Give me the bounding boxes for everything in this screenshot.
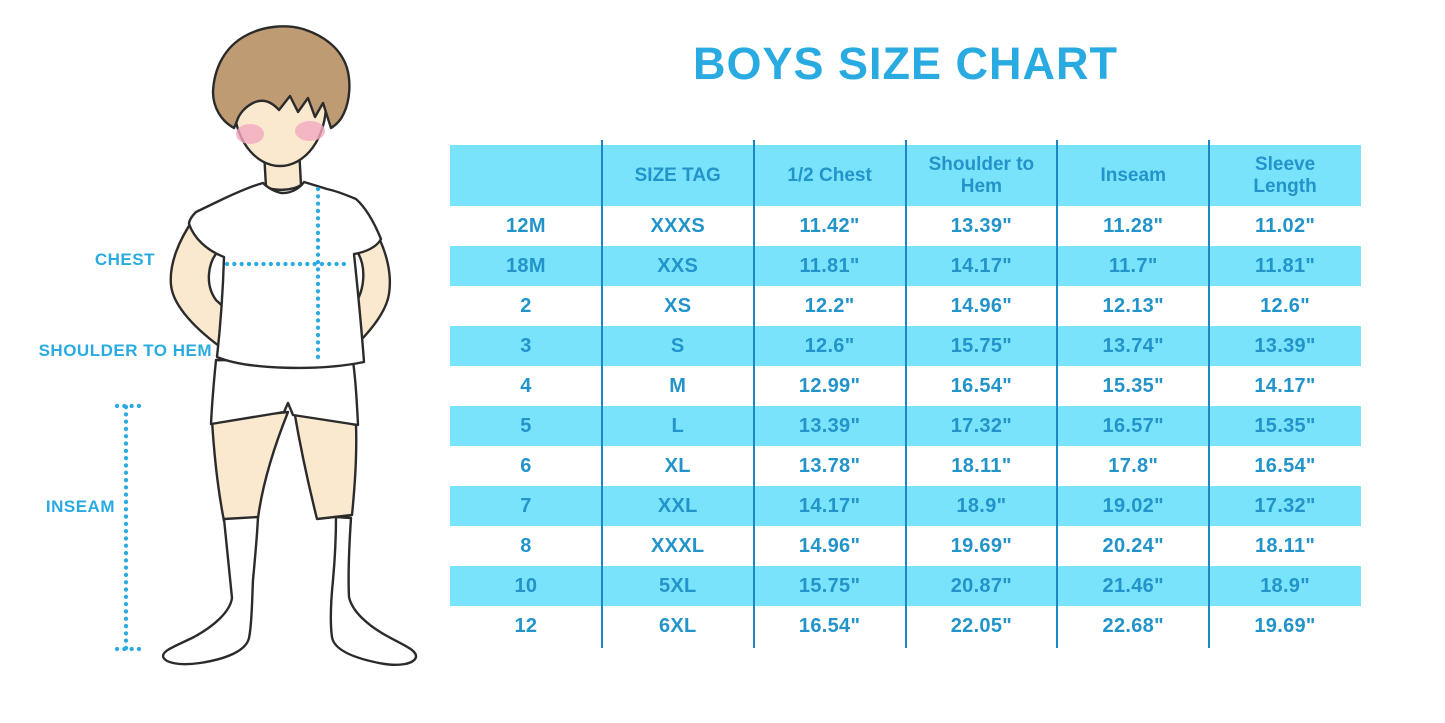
size-cell: 4 (520, 374, 532, 397)
shoulder-to-hem-label: SHOULDER TO HEM (38, 341, 212, 360)
value-cell: 11.81" (1254, 254, 1316, 277)
size-cell: 7 (520, 494, 532, 517)
boy-left-leg (210, 410, 290, 523)
value-cell: 16.57" (1102, 414, 1164, 437)
value-cell: 15.35" (1254, 414, 1316, 437)
value-cell: 17.32" (950, 414, 1013, 437)
boy-right-cheek (295, 121, 325, 141)
value-cell: 21.46" (1102, 574, 1164, 597)
value-cell: 17.32" (1254, 494, 1316, 517)
boy-illustration (114, 25, 418, 666)
value-cell: 11.81" (799, 254, 860, 277)
value-cell: 14.96" (950, 294, 1013, 317)
value-cell: 20.87" (950, 574, 1013, 597)
column-header: Shoulder to Hem (928, 154, 1035, 197)
size-cell: 10 (514, 574, 538, 597)
value-cell: 11.28" (1103, 214, 1164, 237)
value-cell: XXXL (651, 534, 705, 557)
size-cell: 2 (520, 294, 532, 317)
size-table: SIZE TAG 1/2 Chest Shoulder to Hem Inseam Sl… (450, 140, 1361, 648)
value-cell: 18.11" (951, 454, 1012, 477)
value-cell: 12.99" (798, 374, 861, 397)
value-cell: 12.6" (804, 334, 855, 357)
column-divider (1056, 140, 1059, 648)
value-cell: 12.13" (1102, 294, 1164, 317)
value-cell: 5XL (658, 574, 697, 597)
value-cell: 16.54" (1254, 454, 1316, 477)
value-cell: 18.11" (1254, 534, 1316, 557)
boy-left-sock (161, 515, 260, 666)
size-cell: 3 (520, 334, 532, 357)
value-cell: 15.75" (950, 334, 1013, 357)
column-divider (904, 140, 907, 648)
value-cell: XL (664, 454, 691, 477)
value-cell: 22.68" (1102, 614, 1164, 637)
value-cell: 11.42" (799, 214, 860, 237)
value-cell: M (669, 374, 687, 397)
inseam-label: INSEAM (45, 497, 115, 516)
value-cell: XXL (657, 494, 698, 517)
value-cell: 12.6" (1260, 294, 1311, 317)
size-cell: 12M (506, 214, 546, 237)
value-cell: 13.39" (950, 214, 1013, 237)
chest-label: CHEST (94, 250, 155, 269)
boy-hair (211, 25, 351, 130)
value-cell: 13.39" (1254, 334, 1316, 357)
boy-left-cheek (236, 124, 264, 144)
value-cell: 19.02" (1102, 494, 1164, 517)
boy-right-leg (292, 408, 358, 521)
page-title: BOYS SIZE CHART (692, 38, 1119, 89)
value-cell: 14.17" (1254, 374, 1316, 397)
column-header: 1/2 Chest (787, 164, 872, 186)
value-cell: 15.35" (1102, 374, 1164, 397)
value-cell: 14.17" (798, 494, 861, 517)
value-cell: XXXS (650, 214, 706, 237)
size-cell: 12 (514, 614, 538, 637)
boy-tshirt (187, 180, 383, 370)
column-header: Sleeve Length (1253, 154, 1317, 197)
column-header: Inseam (1100, 164, 1166, 186)
value-cell: 20.24" (1102, 534, 1164, 557)
boy-shorts (209, 358, 360, 427)
value-cell: 19.69" (1254, 614, 1316, 637)
value-cell: 14.17" (950, 254, 1013, 277)
column-divider (1208, 140, 1211, 648)
size-column-header (450, 145, 602, 206)
value-cell: 16.54" (798, 614, 861, 637)
value-cell: L (671, 414, 684, 437)
size-cell: 18M (506, 254, 546, 277)
column-divider (600, 140, 603, 648)
column-header: SIZE TAG (634, 164, 721, 186)
value-cell: XXS (657, 254, 699, 277)
value-cell: XS (664, 294, 692, 317)
value-cell: 14.96" (798, 534, 861, 557)
value-cell: 18.9" (956, 494, 1007, 517)
value-cell: 19.69" (950, 534, 1013, 557)
value-cell: S (670, 334, 685, 357)
value-cell: 11.02" (1254, 214, 1316, 237)
column-divider (752, 140, 755, 648)
size-cell: 5 (520, 414, 532, 437)
size-cell: 8 (520, 534, 532, 557)
value-cell: 18.9" (1260, 574, 1311, 597)
value-cell: 17.8" (1108, 454, 1159, 477)
value-cell: 15.75" (798, 574, 861, 597)
value-cell: 6XL (658, 614, 697, 637)
value-cell: 12.2" (804, 294, 855, 317)
boy-right-sock (329, 515, 418, 666)
size-cell: 6 (520, 454, 532, 477)
value-cell: 16.54" (950, 374, 1013, 397)
value-cell: 22.05" (950, 614, 1013, 637)
value-cell: 13.74" (1102, 334, 1164, 357)
value-cell: 13.78" (798, 454, 861, 477)
value-cell: 13.39" (798, 414, 861, 437)
value-cell: 11.7" (1108, 254, 1158, 277)
